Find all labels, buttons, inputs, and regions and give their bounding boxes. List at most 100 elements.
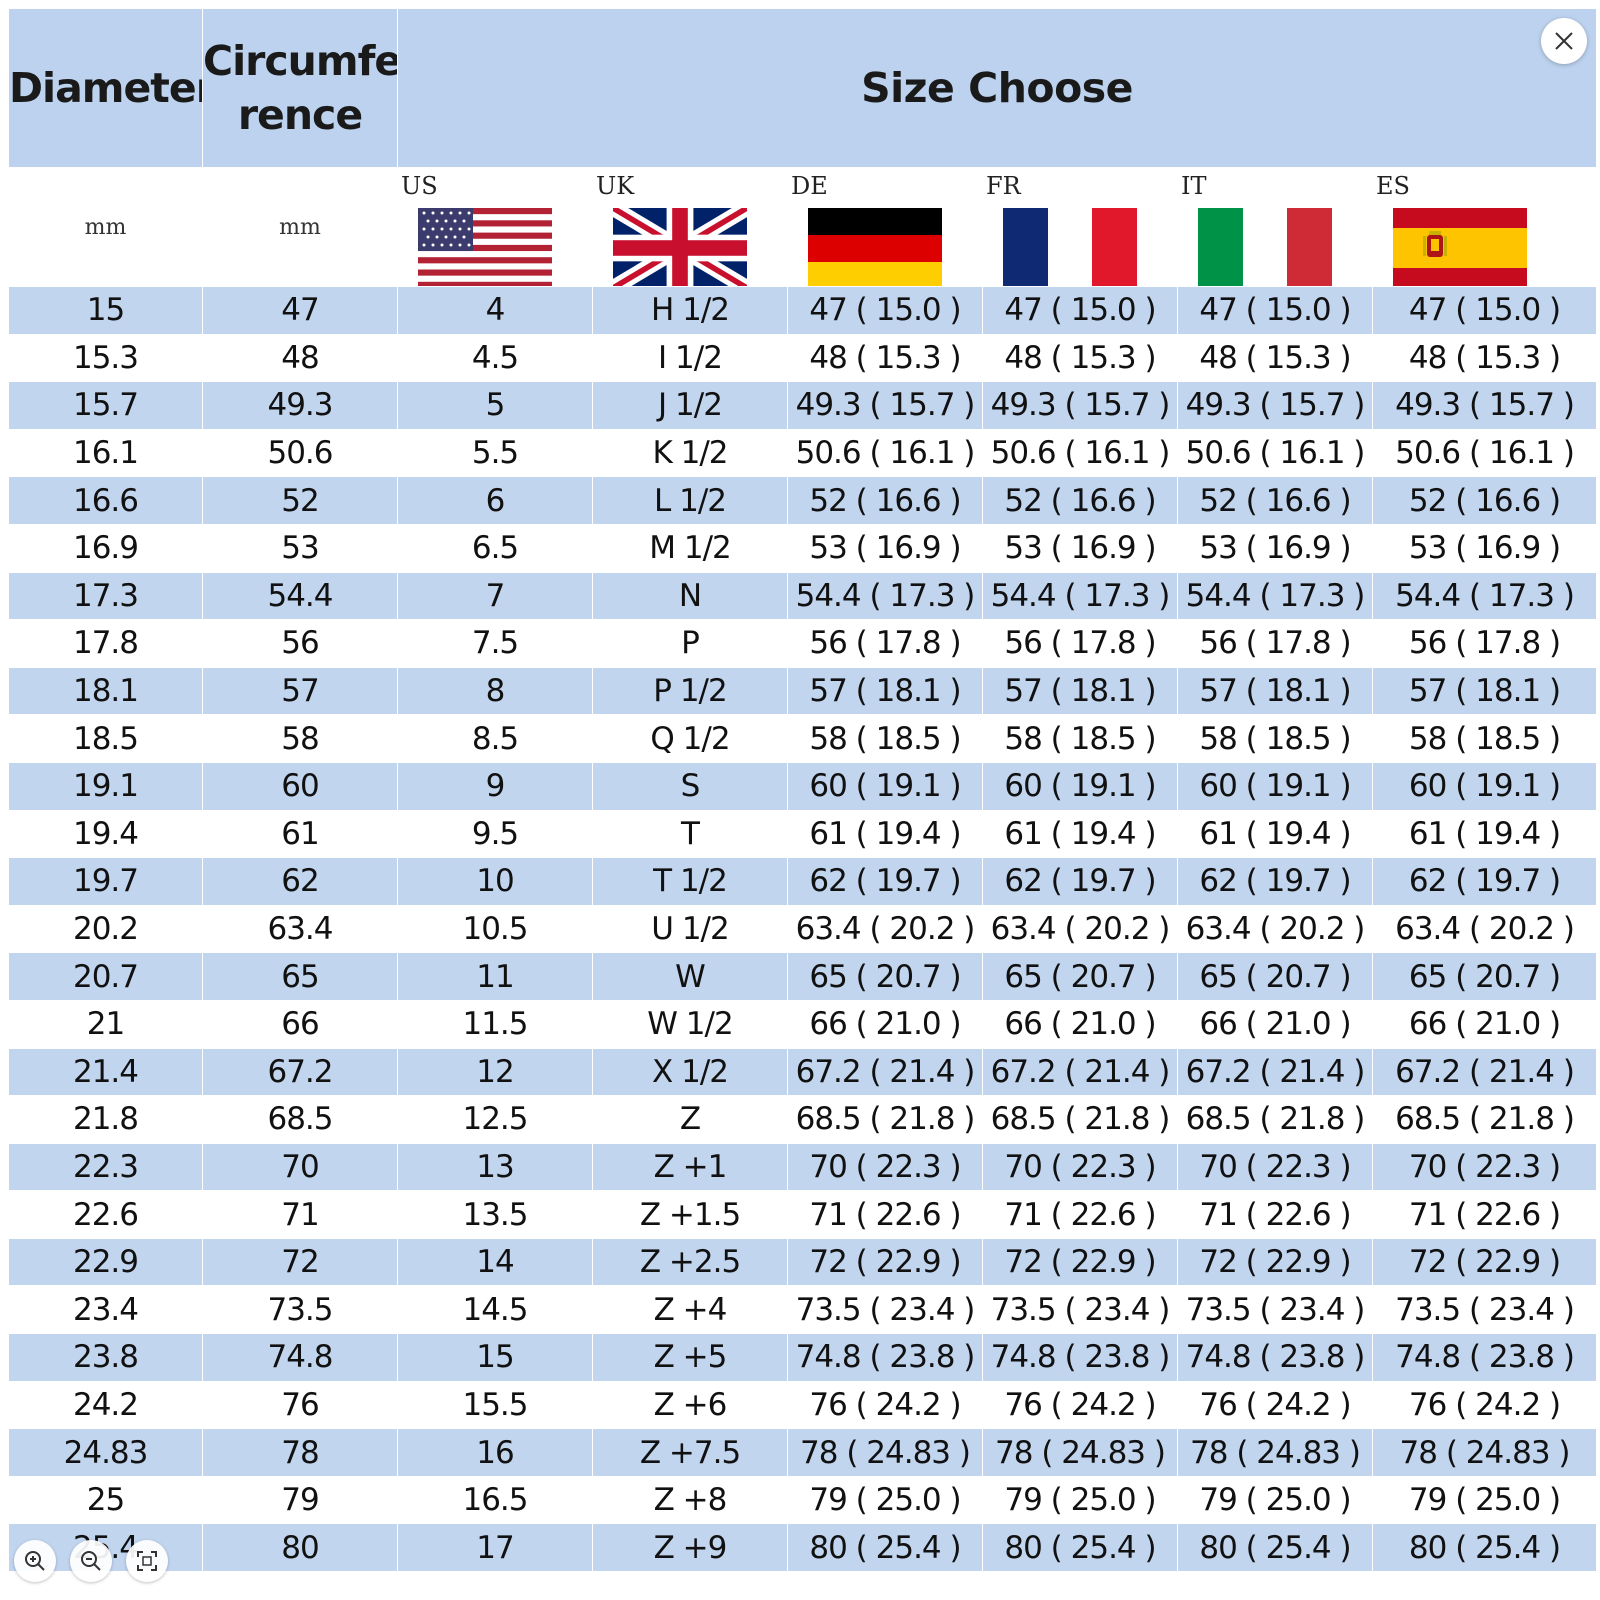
cell-us: 4 (397, 286, 593, 335)
cell-uk: L 1/2 (592, 476, 788, 525)
cell-diameter: 23.8 (8, 1333, 203, 1382)
cell-diameter: 16.6 (8, 476, 203, 525)
country-code-it: IT (1181, 172, 1207, 200)
cell-uk: P (592, 619, 788, 668)
circumference-unit-label: mm (279, 214, 321, 240)
cell-de: 54.4 ( 17.3 ) (787, 571, 983, 621)
cell-de: 57 ( 18.1 ) (787, 666, 983, 716)
cell-circumference: 80 (202, 1523, 398, 1573)
cell-uk: H 1/2 (592, 286, 788, 335)
cell-diameter: 19.1 (8, 761, 203, 811)
cell-uk: Z +6 (592, 1380, 788, 1430)
cell-circumference: 63.4 (202, 904, 398, 954)
cell-es: 58 ( 18.5 ) (1371, 714, 1598, 763)
zoom-out-button[interactable] (70, 1540, 112, 1582)
cell-circumference: 72 (202, 1237, 398, 1287)
cell-es: 78 ( 24.83 ) (1371, 1428, 1598, 1477)
table-row: 20.2 63.4 10.5 U 1/2 63.4 ( 20.2 ) 63.4 ( 20.… (8, 904, 1598, 954)
cell-us: 15 (397, 1333, 593, 1382)
cell-fr: 56 ( 17.8 ) (982, 619, 1178, 668)
cell-circumference: 66 (202, 999, 398, 1049)
cell-de: 65 ( 20.7 ) (787, 952, 983, 1001)
cell-es: 50.6 ( 16.1 ) (1371, 428, 1598, 478)
cell-fr: 80 ( 25.4 ) (982, 1523, 1178, 1573)
cell-circumference: 61 (202, 809, 398, 859)
cell-de: 76 ( 24.2 ) (787, 1380, 983, 1430)
table-row: 23.4 73.5 14.5 Z +4 73.5 ( 23.4 ) 73.5 ( 23.4… (8, 1285, 1598, 1335)
cell-diameter: 21.8 (8, 1095, 203, 1144)
uk-flag-icon (613, 208, 747, 286)
title-row: Diameter Circumfe rence Size Choose (8, 8, 1598, 168)
cell-es: 73.5 ( 23.4 ) (1371, 1285, 1598, 1335)
cell-us: 6 (397, 476, 593, 525)
cell-it: 49.3 ( 15.7 ) (1177, 381, 1373, 430)
cell-us: 15.5 (397, 1380, 593, 1430)
cell-it: 70 ( 22.3 ) (1177, 1142, 1373, 1192)
cell-it: 71 ( 22.6 ) (1177, 1190, 1373, 1239)
cell-circumference: 76 (202, 1380, 398, 1430)
cell-uk: Z +9 (592, 1523, 788, 1573)
cell-de: 73.5 ( 23.4 ) (787, 1285, 983, 1335)
table-row: 18.1 57 8 P 1/2 57 ( 18.1 ) 57 ( 18.1 ) 57 ( 1… (8, 666, 1598, 716)
cell-circumference: 53 (202, 523, 398, 573)
country-es: ES (1371, 167, 1598, 287)
cell-us: 11.5 (397, 999, 593, 1049)
cell-de: 66 ( 21.0 ) (787, 999, 983, 1049)
cell-es: 53 ( 16.9 ) (1371, 523, 1598, 573)
cell-us: 5 (397, 381, 593, 430)
table-row: 25 79 16.5 Z +8 79 ( 25.0 ) 79 ( 25.0 ) 79 ( 2… (8, 1475, 1598, 1525)
country-us: US (397, 167, 593, 287)
table-row: 23.8 74.8 15 Z +5 74.8 ( 23.8 ) 74.8 ( 23.8 )… (8, 1333, 1598, 1382)
cell-uk: Z (592, 1095, 788, 1144)
cell-circumference: 60 (202, 761, 398, 811)
fit-screen-button[interactable] (126, 1540, 168, 1582)
cell-de: 47 ( 15.0 ) (787, 286, 983, 335)
cell-it: 48 ( 15.3 ) (1177, 333, 1373, 383)
country-code-es: ES (1376, 172, 1410, 200)
table-row: 17.3 54.4 7 N 54.4 ( 17.3 ) 54.4 ( 17.3 ) 54.4… (8, 571, 1598, 621)
cell-it: 50.6 ( 16.1 ) (1177, 428, 1373, 478)
cell-diameter: 22.9 (8, 1237, 203, 1287)
cell-fr: 74.8 ( 23.8 ) (982, 1333, 1178, 1382)
country-fr: FR (982, 167, 1178, 287)
cell-uk: W 1/2 (592, 999, 788, 1049)
cell-es: 62 ( 19.7 ) (1371, 857, 1598, 906)
cell-diameter: 23.4 (8, 1285, 203, 1335)
zoom-in-button[interactable] (14, 1540, 56, 1582)
cell-it: 52 ( 16.6 ) (1177, 476, 1373, 525)
cell-circumference: 62 (202, 857, 398, 906)
table-row: 16.1 50.6 5.5 K 1/2 50.6 ( 16.1 ) 50.6 ( 16.1… (8, 428, 1598, 478)
cell-de: 58 ( 18.5 ) (787, 714, 983, 763)
table-row: 21.4 67.2 12 X 1/2 67.2 ( 21.4 ) 67.2 ( 21.4 … (8, 1047, 1598, 1097)
cell-circumference: 52 (202, 476, 398, 525)
cell-es: 76 ( 24.2 ) (1371, 1380, 1598, 1430)
cell-diameter: 20.7 (8, 952, 203, 1001)
cell-us: 8 (397, 666, 593, 716)
cell-es: 67.2 ( 21.4 ) (1371, 1047, 1598, 1097)
size-choose-header: Size Choose (396, 8, 1598, 168)
cell-us: 6.5 (397, 523, 593, 573)
table-row: 21.8 68.5 12.5 Z 68.5 ( 21.8 ) 68.5 ( 21.8 ) 6… (8, 1095, 1598, 1144)
cell-es: 79 ( 25.0 ) (1371, 1475, 1598, 1525)
cell-it: 60 ( 19.1 ) (1177, 761, 1373, 811)
cell-fr: 58 ( 18.5 ) (982, 714, 1178, 763)
close-button[interactable] (1541, 18, 1587, 64)
cell-uk: T 1/2 (592, 857, 788, 906)
cell-uk: Z +1.5 (592, 1190, 788, 1239)
cell-diameter: 25 (8, 1475, 203, 1525)
cell-it: 79 ( 25.0 ) (1177, 1475, 1373, 1525)
cell-us: 11 (397, 952, 593, 1001)
cell-us: 16 (397, 1428, 593, 1477)
cell-it: 73.5 ( 23.4 ) (1177, 1285, 1373, 1335)
table-row: 19.1 60 9 S 60 ( 19.1 ) 60 ( 19.1 ) 60 ( 19.1 … (8, 761, 1598, 811)
cell-uk: K 1/2 (592, 428, 788, 478)
country-de: DE (787, 167, 983, 287)
cell-us: 14 (397, 1237, 593, 1287)
spain-flag-icon (1393, 208, 1527, 286)
circumference-unit: mm (202, 167, 398, 287)
cell-fr: 79 ( 25.0 ) (982, 1475, 1178, 1525)
cell-circumference: 47 (202, 286, 398, 335)
cell-fr: 71 ( 22.6 ) (982, 1190, 1178, 1239)
country-code-us: US (401, 172, 438, 200)
cell-de: 80 ( 25.4 ) (787, 1523, 983, 1573)
